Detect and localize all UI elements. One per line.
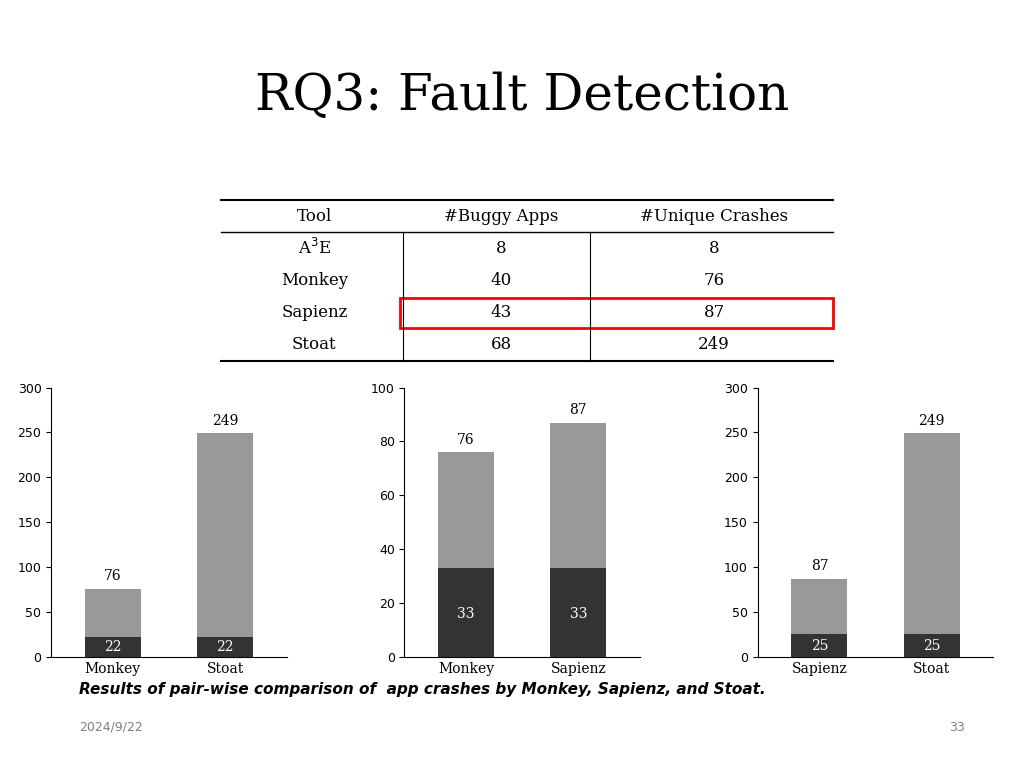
Bar bbox=[792, 634, 848, 657]
Text: 87: 87 bbox=[569, 403, 587, 417]
Text: 249: 249 bbox=[212, 414, 239, 428]
Text: 25: 25 bbox=[811, 639, 828, 653]
Bar bbox=[197, 637, 253, 657]
Text: 249: 249 bbox=[919, 414, 945, 428]
Text: 2024/9/22: 2024/9/22 bbox=[80, 721, 143, 734]
Text: 76: 76 bbox=[703, 272, 725, 289]
Text: Results of pair-wise comparison of  app crashes by Monkey, Sapienz, and Stoat.: Results of pair-wise comparison of app c… bbox=[80, 682, 766, 697]
Text: 33: 33 bbox=[458, 607, 475, 621]
Text: 249: 249 bbox=[698, 336, 730, 353]
Text: 33: 33 bbox=[569, 607, 587, 621]
Text: 76: 76 bbox=[104, 569, 122, 583]
Text: #Buggy Apps: #Buggy Apps bbox=[444, 207, 559, 224]
Bar bbox=[400, 297, 834, 328]
Text: 25: 25 bbox=[923, 639, 940, 653]
Bar bbox=[550, 422, 606, 568]
Text: 22: 22 bbox=[104, 640, 122, 654]
Text: RQ3: Fault Detection: RQ3: Fault Detection bbox=[255, 72, 790, 121]
Text: 87: 87 bbox=[703, 304, 725, 321]
Text: A$^3$E: A$^3$E bbox=[298, 238, 331, 258]
Text: 8: 8 bbox=[496, 240, 507, 257]
Text: 8: 8 bbox=[709, 240, 720, 257]
Text: Monkey: Monkey bbox=[281, 272, 348, 289]
Text: 33: 33 bbox=[949, 721, 965, 734]
Bar bbox=[438, 568, 495, 657]
Bar bbox=[197, 433, 253, 637]
Bar bbox=[85, 588, 141, 637]
Bar bbox=[550, 568, 606, 657]
Text: 87: 87 bbox=[811, 559, 828, 573]
Text: #Unique Crashes: #Unique Crashes bbox=[640, 207, 788, 224]
Text: Sapienz: Sapienz bbox=[282, 304, 347, 321]
Text: 68: 68 bbox=[490, 336, 512, 353]
Text: 76: 76 bbox=[458, 433, 475, 447]
Bar bbox=[85, 637, 141, 657]
Text: Tool: Tool bbox=[297, 207, 332, 224]
Text: 43: 43 bbox=[490, 304, 512, 321]
Bar bbox=[792, 578, 848, 634]
Bar bbox=[903, 634, 959, 657]
Text: Stoat: Stoat bbox=[292, 336, 337, 353]
Text: 40: 40 bbox=[490, 272, 512, 289]
Bar bbox=[438, 452, 495, 568]
Text: 22: 22 bbox=[216, 640, 233, 654]
Bar bbox=[903, 433, 959, 634]
